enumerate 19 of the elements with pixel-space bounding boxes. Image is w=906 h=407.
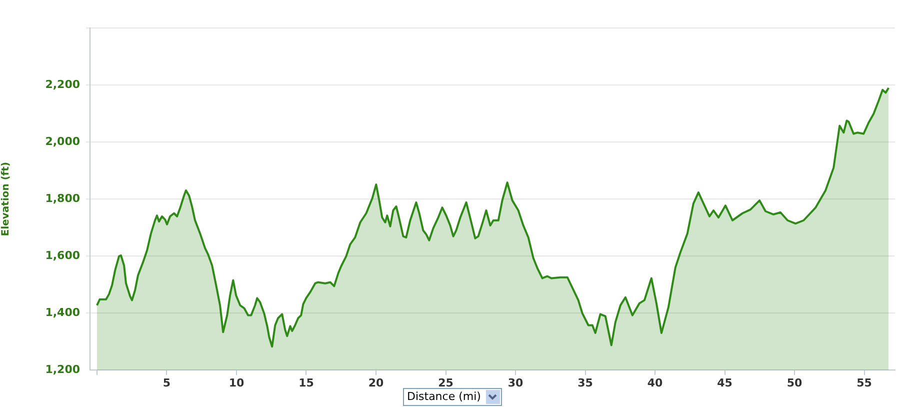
x-tick-label: 30 bbox=[508, 376, 524, 390]
x-tick-label: 20 bbox=[368, 376, 384, 390]
y-tick-label: 2,000 bbox=[45, 134, 80, 148]
x-tick-label: 5 bbox=[162, 376, 171, 390]
x-tick-label: 40 bbox=[647, 376, 664, 390]
x-tick-label: 45 bbox=[717, 376, 732, 390]
y-tick-label: 1,400 bbox=[45, 306, 80, 319]
x-tick-label: 55 bbox=[856, 376, 872, 390]
x-tick-label: 25 bbox=[438, 376, 454, 390]
x-axis-title: Distance (mi) bbox=[407, 389, 482, 405]
y-tick-label: 1,800 bbox=[45, 192, 80, 205]
x-tick-label: 35 bbox=[578, 376, 593, 390]
x-tick-label: 15 bbox=[298, 376, 314, 390]
y-tick-label: 1,200 bbox=[45, 362, 80, 376]
x-tick-label: 50 bbox=[786, 376, 803, 390]
y-tick-label: 1,600 bbox=[45, 248, 80, 262]
y-tick-label: 2,200 bbox=[45, 78, 80, 91]
x-tick-label: 10 bbox=[228, 376, 244, 390]
y-axis-title: Elevation (ft) bbox=[0, 162, 12, 236]
